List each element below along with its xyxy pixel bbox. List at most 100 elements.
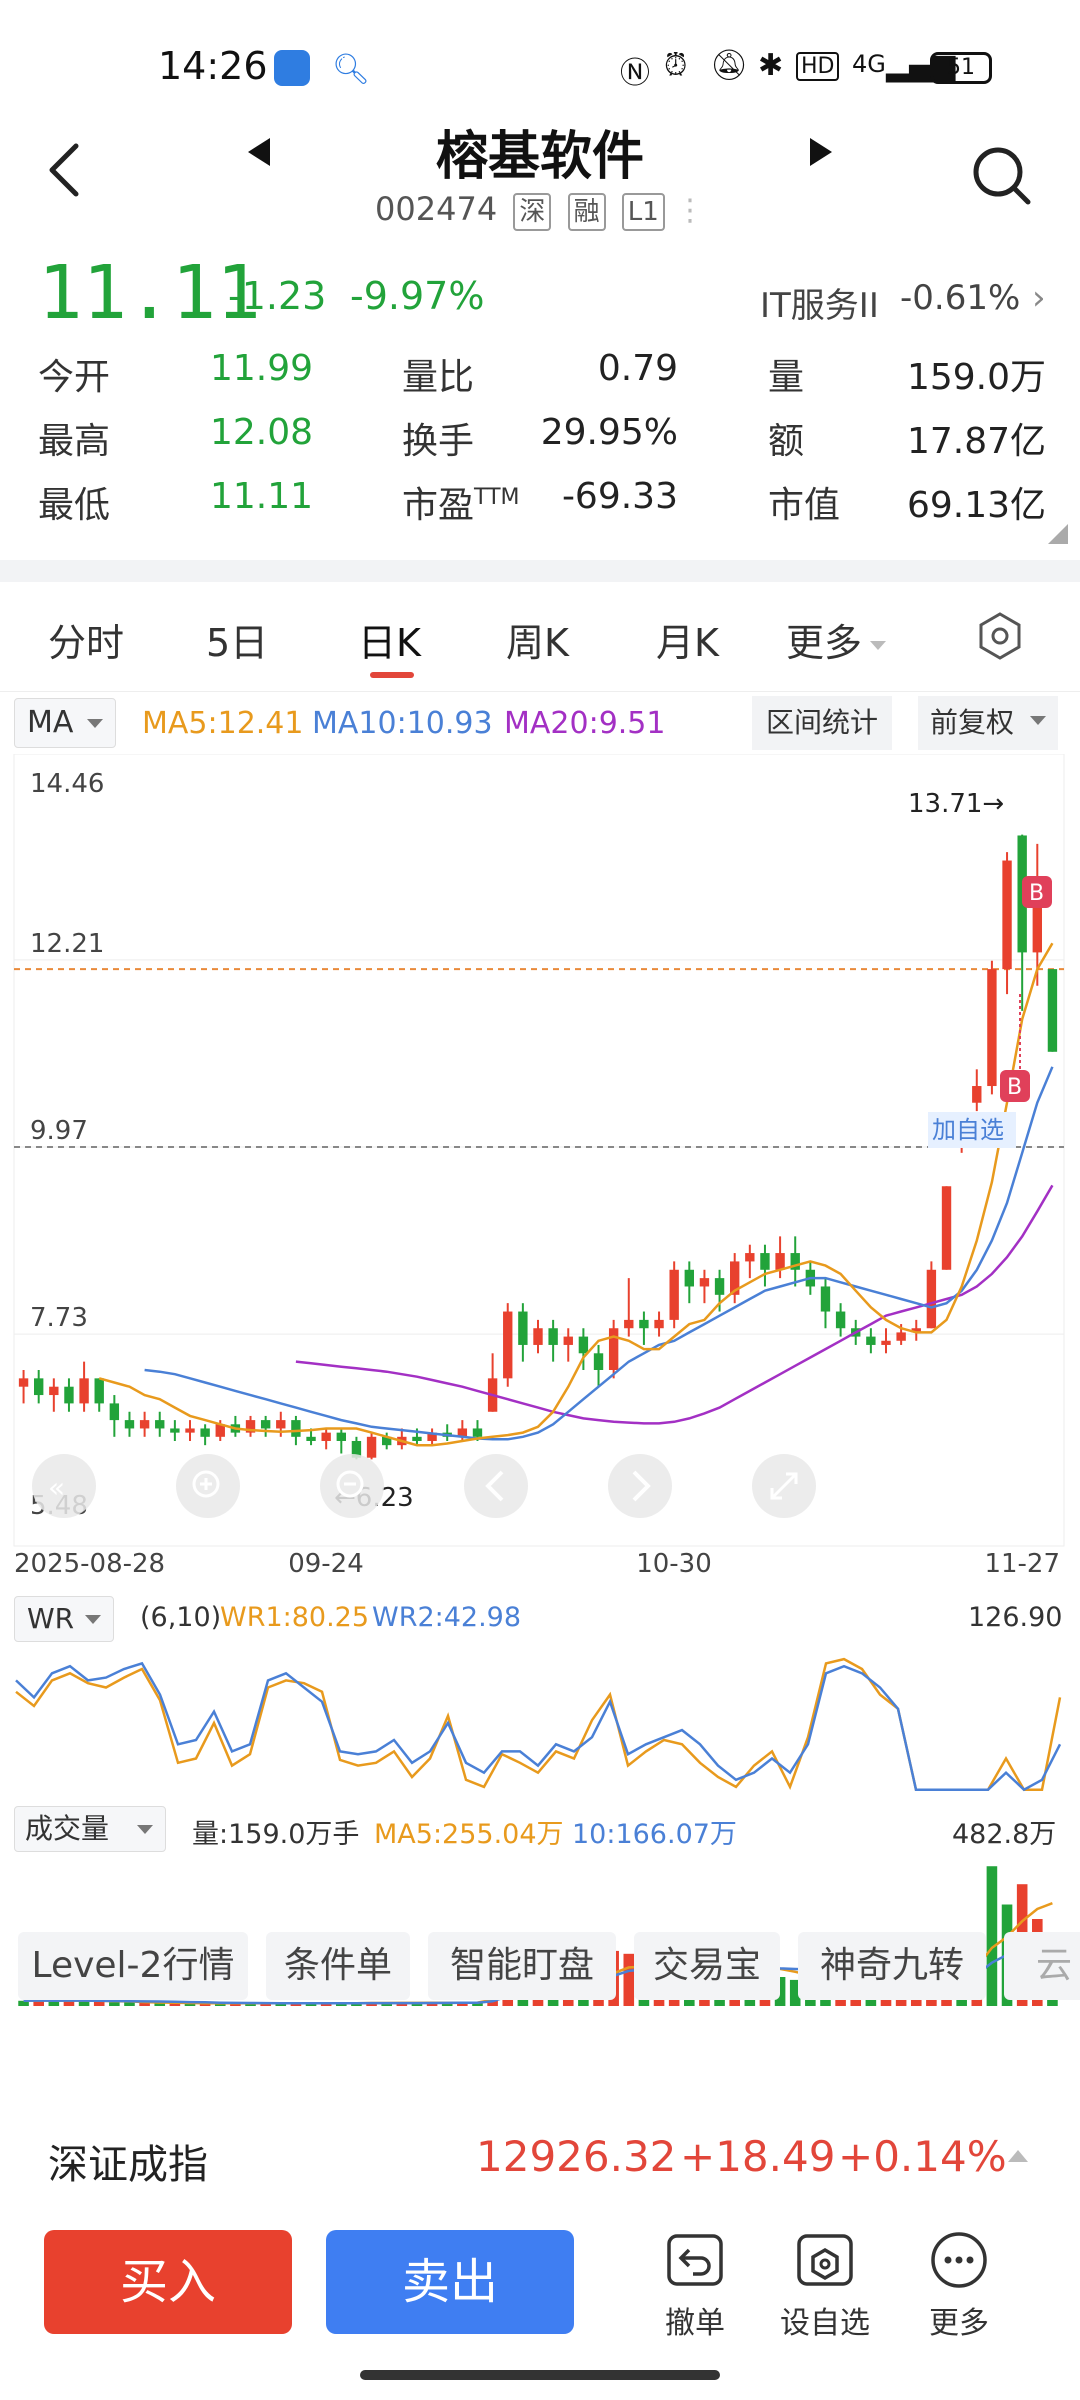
- range-stat-button[interactable]: 区间统计: [752, 696, 892, 750]
- set-watchlist-button[interactable]: 设自选: [770, 2230, 880, 2342]
- y-axis-label: 12.21: [30, 929, 104, 959]
- price-change-pct: -9.97%: [350, 274, 485, 318]
- current-price: 11.11: [38, 250, 261, 336]
- volume-ratio-label: 量比: [402, 357, 475, 398]
- caret-down-icon: [137, 1825, 153, 1834]
- candle: [170, 1420, 180, 1441]
- ma-indicator-select[interactable]: MA: [14, 698, 116, 748]
- tab-more[interactable]: 更多: [786, 612, 887, 667]
- volume-bar: [986, 1866, 998, 2006]
- volume-bar: [124, 2002, 135, 2006]
- cancel-order-button[interactable]: 撤单: [640, 2230, 750, 2342]
- home-indicator: [360, 2370, 720, 2380]
- expand-corner-icon[interactable]: [1048, 524, 1068, 544]
- volume-bar: [623, 1953, 635, 2006]
- chevron-right-icon[interactable]: ›: [1032, 278, 1046, 318]
- more-button[interactable]: 更多: [904, 2230, 1014, 2342]
- svg-text:B: B: [1007, 1075, 1022, 1100]
- caret-down-icon: [1030, 716, 1046, 725]
- watchlist-icon: [797, 2234, 853, 2286]
- index-ticker[interactable]: 深证成指 12926.32 +18.49 +0.14%: [0, 2110, 1080, 2206]
- sector-change[interactable]: -0.61%: [900, 278, 1021, 318]
- ma10-value: MA10:10.93: [312, 706, 493, 741]
- buy-button[interactable]: 买入: [44, 2230, 292, 2334]
- zoom-out-icon[interactable]: [320, 1454, 384, 1518]
- wr-indicator-select[interactable]: WR: [14, 1596, 114, 1642]
- tool-magic-nine[interactable]: 神奇九转: [798, 1932, 986, 2000]
- tab-weekly-k[interactable]: 周K: [506, 621, 569, 665]
- ma20-line: [295, 1184, 1054, 1425]
- candle: [200, 1424, 210, 1446]
- tab-5day[interactable]: 5日: [206, 621, 269, 665]
- candle: [972, 1069, 982, 1112]
- set-watchlist-label: 设自选: [780, 2306, 870, 2341]
- caret-up-icon[interactable]: [1008, 2150, 1028, 2162]
- tool-cloud[interactable]: 云: [1004, 1932, 1080, 2000]
- index-value: 12926.32: [476, 2132, 677, 2181]
- more-dots-icon[interactable]: ⋮: [674, 193, 705, 228]
- caret-down-icon: [85, 1615, 101, 1624]
- volume-ma5: MA5:255.04万: [374, 1819, 564, 1850]
- market-cap-label: 市值: [768, 485, 841, 526]
- price-adjust-select[interactable]: 前复权: [918, 696, 1058, 750]
- fast-back-icon[interactable]: «: [32, 1454, 96, 1518]
- tool-trade-treasure[interactable]: 交易宝: [634, 1932, 780, 2000]
- candle: [139, 1411, 150, 1437]
- x-axis-label: 2025-08-28: [14, 1549, 165, 1579]
- candle: [321, 1428, 331, 1450]
- prev-icon[interactable]: [464, 1454, 528, 1518]
- sell-button[interactable]: 卖出: [326, 2230, 574, 2334]
- candle: [669, 1261, 679, 1329]
- candle: [276, 1411, 286, 1437]
- turnover-value: 29.95%: [540, 412, 678, 453]
- mute-icon: 🔕︎: [710, 48, 749, 83]
- back-icon[interactable]: [40, 138, 88, 202]
- volume-bar: [199, 2003, 211, 2006]
- buy-marker-top[interactable]: B: [1022, 876, 1052, 908]
- volume-legend-row: 成交量 量:159.0万手 MA5:255.04万 10:166.07万 482…: [0, 1804, 1080, 1854]
- zoom-in-icon[interactable]: [176, 1454, 240, 1518]
- section-divider: [0, 560, 1080, 582]
- y-axis-label: 14.46: [30, 769, 104, 799]
- volume-label: 量: [768, 357, 805, 398]
- volume-bar: [320, 2003, 332, 2006]
- volume-bar: [214, 2003, 226, 2006]
- chart-settings-icon[interactable]: [976, 612, 1024, 660]
- volume-summary: 量:159.0万手: [192, 1819, 360, 1850]
- sector-name[interactable]: IT服务II: [760, 286, 879, 326]
- buy-marker-bottom[interactable]: B: [1000, 1070, 1030, 1102]
- tab-intraday[interactable]: 分时: [48, 621, 125, 665]
- candle: [1002, 852, 1012, 995]
- volume-bar: [789, 1979, 801, 2006]
- volume-bar: [774, 1977, 786, 2006]
- add-to-watchlist-tag[interactable]: 加自选: [928, 1112, 1016, 1148]
- volume-value: 159.0万: [906, 357, 1046, 398]
- tool-condition-order[interactable]: 条件单: [266, 1932, 410, 2000]
- candle: [185, 1420, 195, 1441]
- tool-level2[interactable]: Level-2行情: [18, 1932, 248, 2000]
- search-icon[interactable]: [970, 144, 1034, 208]
- fullscreen-icon[interactable]: [752, 1454, 816, 1518]
- stock-name: 榕基软件: [435, 127, 644, 187]
- candle: [548, 1319, 558, 1362]
- tab-monthly-k[interactable]: 月K: [656, 621, 719, 665]
- tab-daily-k[interactable]: 日K: [358, 621, 421, 665]
- volume-ma10: 10:166.07万: [572, 1819, 737, 1850]
- wr2-value: WR2:42.98: [372, 1602, 522, 1633]
- candle: [442, 1424, 452, 1441]
- ma10-line: [144, 1066, 1054, 1441]
- volume-bar: [245, 2003, 256, 2006]
- volume-indicator-select[interactable]: 成交量: [14, 1806, 166, 1852]
- ma-legend-row: MA MA5:12.41 MA10:10.93 MA20:9.51 区间统计 前…: [0, 692, 1080, 754]
- tool-smart-watch[interactable]: 智能盯盘: [428, 1932, 616, 2000]
- wr-legend-row: WR (6,10) WR1:80.25 WR2:42.98 126.90: [0, 1594, 1080, 1644]
- pe-value: -69.33: [561, 476, 678, 517]
- next-stock-icon[interactable]: [800, 132, 840, 172]
- prev-stock-icon[interactable]: [240, 132, 280, 172]
- volume-bar: [63, 1999, 75, 2006]
- ma5-line: [98, 942, 1054, 1447]
- margin-tag: 融: [567, 193, 606, 231]
- wr-chart[interactable]: [0, 1644, 1080, 1804]
- next-icon[interactable]: [608, 1454, 672, 1518]
